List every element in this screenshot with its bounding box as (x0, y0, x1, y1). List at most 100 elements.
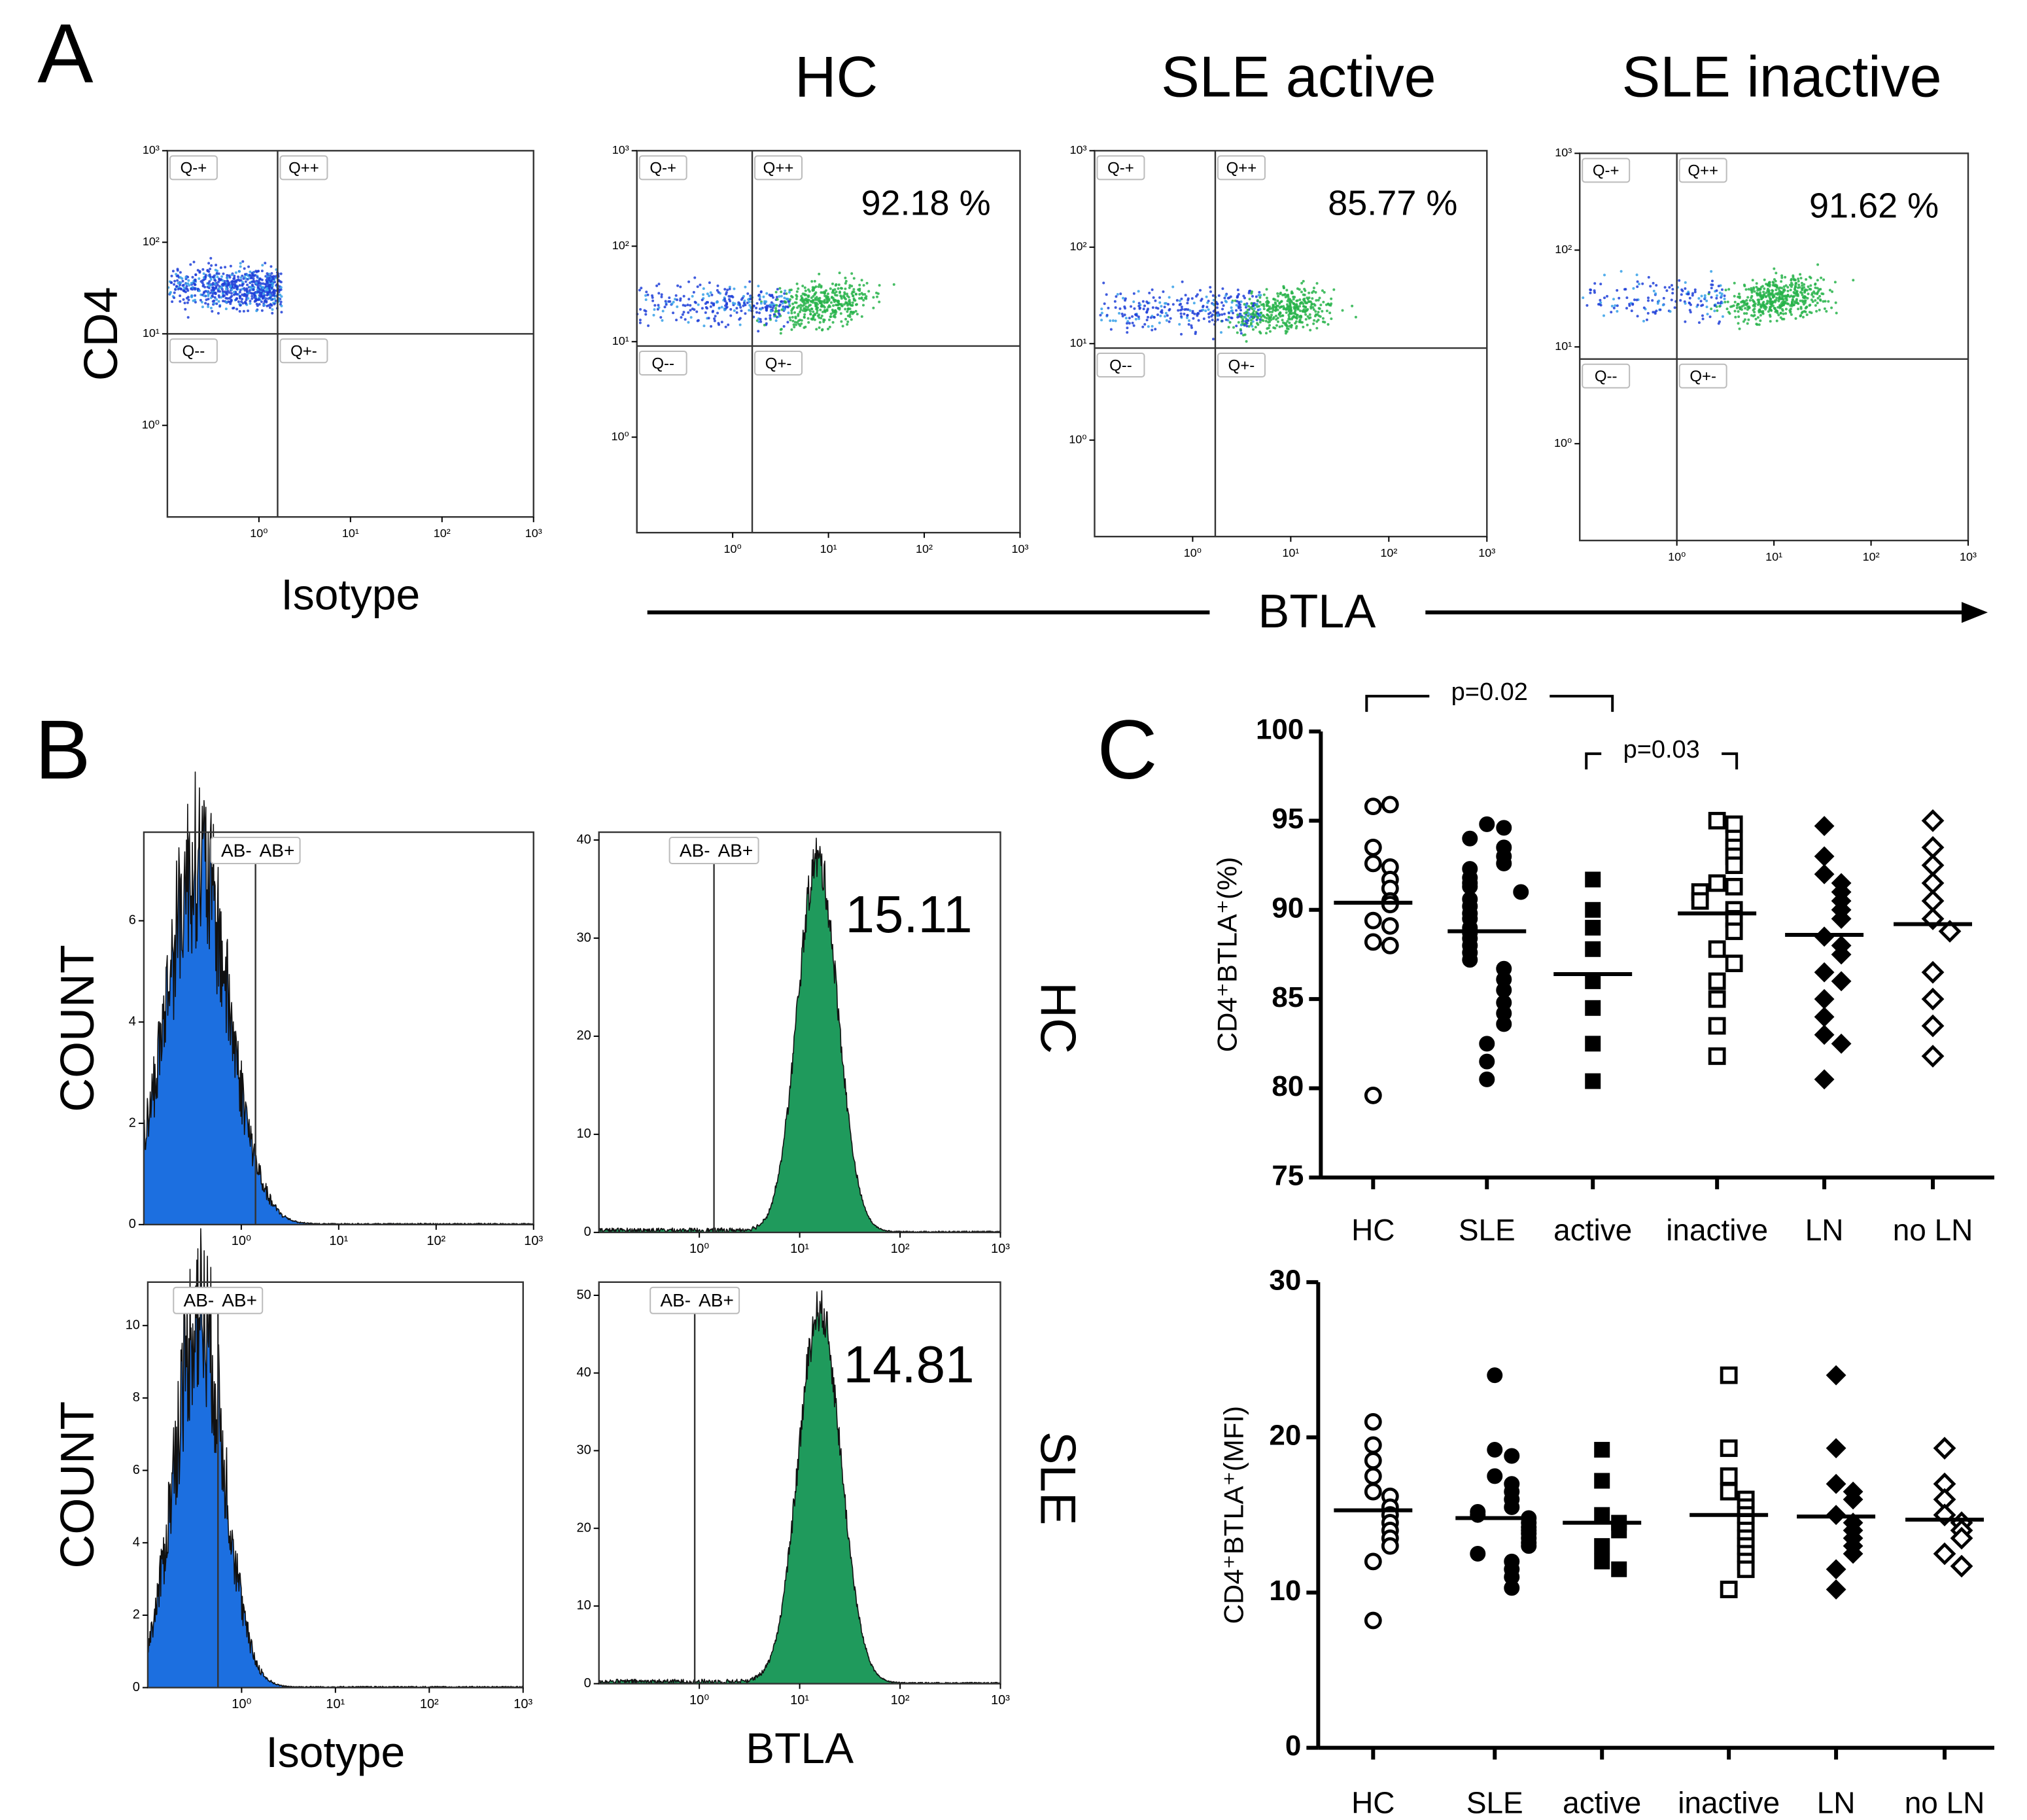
event-dot (203, 294, 206, 298)
event-dot (251, 285, 254, 288)
event-dot (1816, 263, 1820, 266)
y-tick-label: 10 (126, 1318, 140, 1333)
event-dot (793, 325, 796, 328)
event-dot (724, 325, 727, 328)
event-dot (803, 303, 806, 306)
event-dot (214, 287, 217, 290)
event-dot (1764, 295, 1767, 298)
event-dot (1824, 300, 1827, 303)
gate-label: AB+ (699, 1290, 734, 1310)
event-dot (1315, 326, 1319, 330)
data-point (1725, 877, 1743, 896)
event-dot (1809, 304, 1812, 307)
event-dot (1808, 311, 1811, 314)
event-dot (759, 318, 762, 321)
event-dot (1216, 302, 1219, 306)
y-tick-label: 10² (143, 235, 160, 248)
event-dot (207, 305, 210, 308)
event-dot (1762, 300, 1765, 304)
data-point (1585, 1036, 1601, 1052)
event-dot (198, 277, 201, 280)
chart-title: HC (795, 44, 878, 109)
event-dot (238, 270, 241, 273)
event-dot (1247, 314, 1250, 317)
event-dot (790, 294, 793, 298)
event-dot (1744, 307, 1747, 310)
event-dot (1742, 312, 1746, 315)
x-tick-label: 10² (1863, 550, 1880, 563)
event-dot (1744, 288, 1748, 291)
event-dot (829, 301, 833, 304)
event-dot (1599, 298, 1602, 302)
event-dot (212, 275, 215, 279)
event-dot (1230, 309, 1233, 313)
event-dot (1645, 318, 1648, 321)
data-point (1504, 1448, 1520, 1464)
event-dot (1799, 299, 1802, 302)
event-dot (1701, 314, 1704, 317)
event-dot (1221, 307, 1224, 311)
event-dot (1715, 296, 1718, 300)
event-dot (755, 311, 759, 314)
event-dot (1780, 304, 1784, 307)
data-point (1364, 1087, 1382, 1104)
event-dot (1771, 289, 1775, 292)
event-dot (1835, 311, 1838, 315)
event-dot (848, 286, 851, 289)
event-dot (786, 305, 789, 308)
event-dot (840, 320, 843, 323)
event-dot (1701, 304, 1705, 307)
event-dot (892, 283, 895, 286)
event-dot (1710, 279, 1714, 283)
data-point (1462, 830, 1478, 847)
event-dot (1321, 320, 1325, 323)
event-dot (1792, 275, 1795, 279)
event-dot (1292, 302, 1295, 305)
event-dot (1814, 286, 1817, 289)
event-dot (1822, 300, 1825, 303)
event-dot (1207, 315, 1211, 319)
event-dot (1239, 315, 1243, 319)
event-dot (229, 264, 232, 268)
event-dot (1179, 312, 1183, 315)
event-dot (1795, 281, 1798, 285)
event-dot (1306, 296, 1309, 300)
event-dot (758, 298, 761, 301)
data-point (1462, 952, 1478, 968)
event-dot (184, 275, 188, 279)
event-dot (1194, 330, 1198, 334)
event-dot (1318, 307, 1321, 310)
event-dot (809, 309, 812, 313)
event-dot (844, 282, 847, 285)
event-dot (858, 283, 861, 287)
event-dot (1128, 317, 1131, 320)
event-dot (264, 283, 267, 286)
event-dot (1771, 283, 1775, 287)
y-tick-label: 10² (612, 239, 629, 252)
event-dot (252, 292, 256, 295)
event-dot (807, 321, 810, 324)
event-dot (1224, 318, 1228, 321)
event-dot (274, 275, 277, 278)
event-dot (1246, 308, 1249, 311)
y-tick-label: 8 (133, 1390, 140, 1405)
event-dot (1156, 313, 1160, 317)
event-dot (788, 304, 791, 307)
event-dot (173, 283, 176, 286)
event-dot (774, 307, 778, 310)
event-dot (1262, 293, 1266, 296)
event-dot (799, 304, 803, 307)
event-dot (1787, 302, 1790, 306)
data-point (1496, 855, 1512, 871)
event-dot (1852, 279, 1855, 282)
event-dot (1646, 299, 1650, 302)
event-dot (1243, 311, 1246, 315)
event-dot (244, 302, 247, 305)
event-dot (1801, 293, 1804, 296)
event-dot (1800, 311, 1803, 315)
event-dot (755, 302, 759, 305)
event-dot (1718, 320, 1721, 323)
event-dot (774, 309, 778, 312)
event-dot (249, 270, 252, 273)
event-dot (825, 309, 829, 312)
